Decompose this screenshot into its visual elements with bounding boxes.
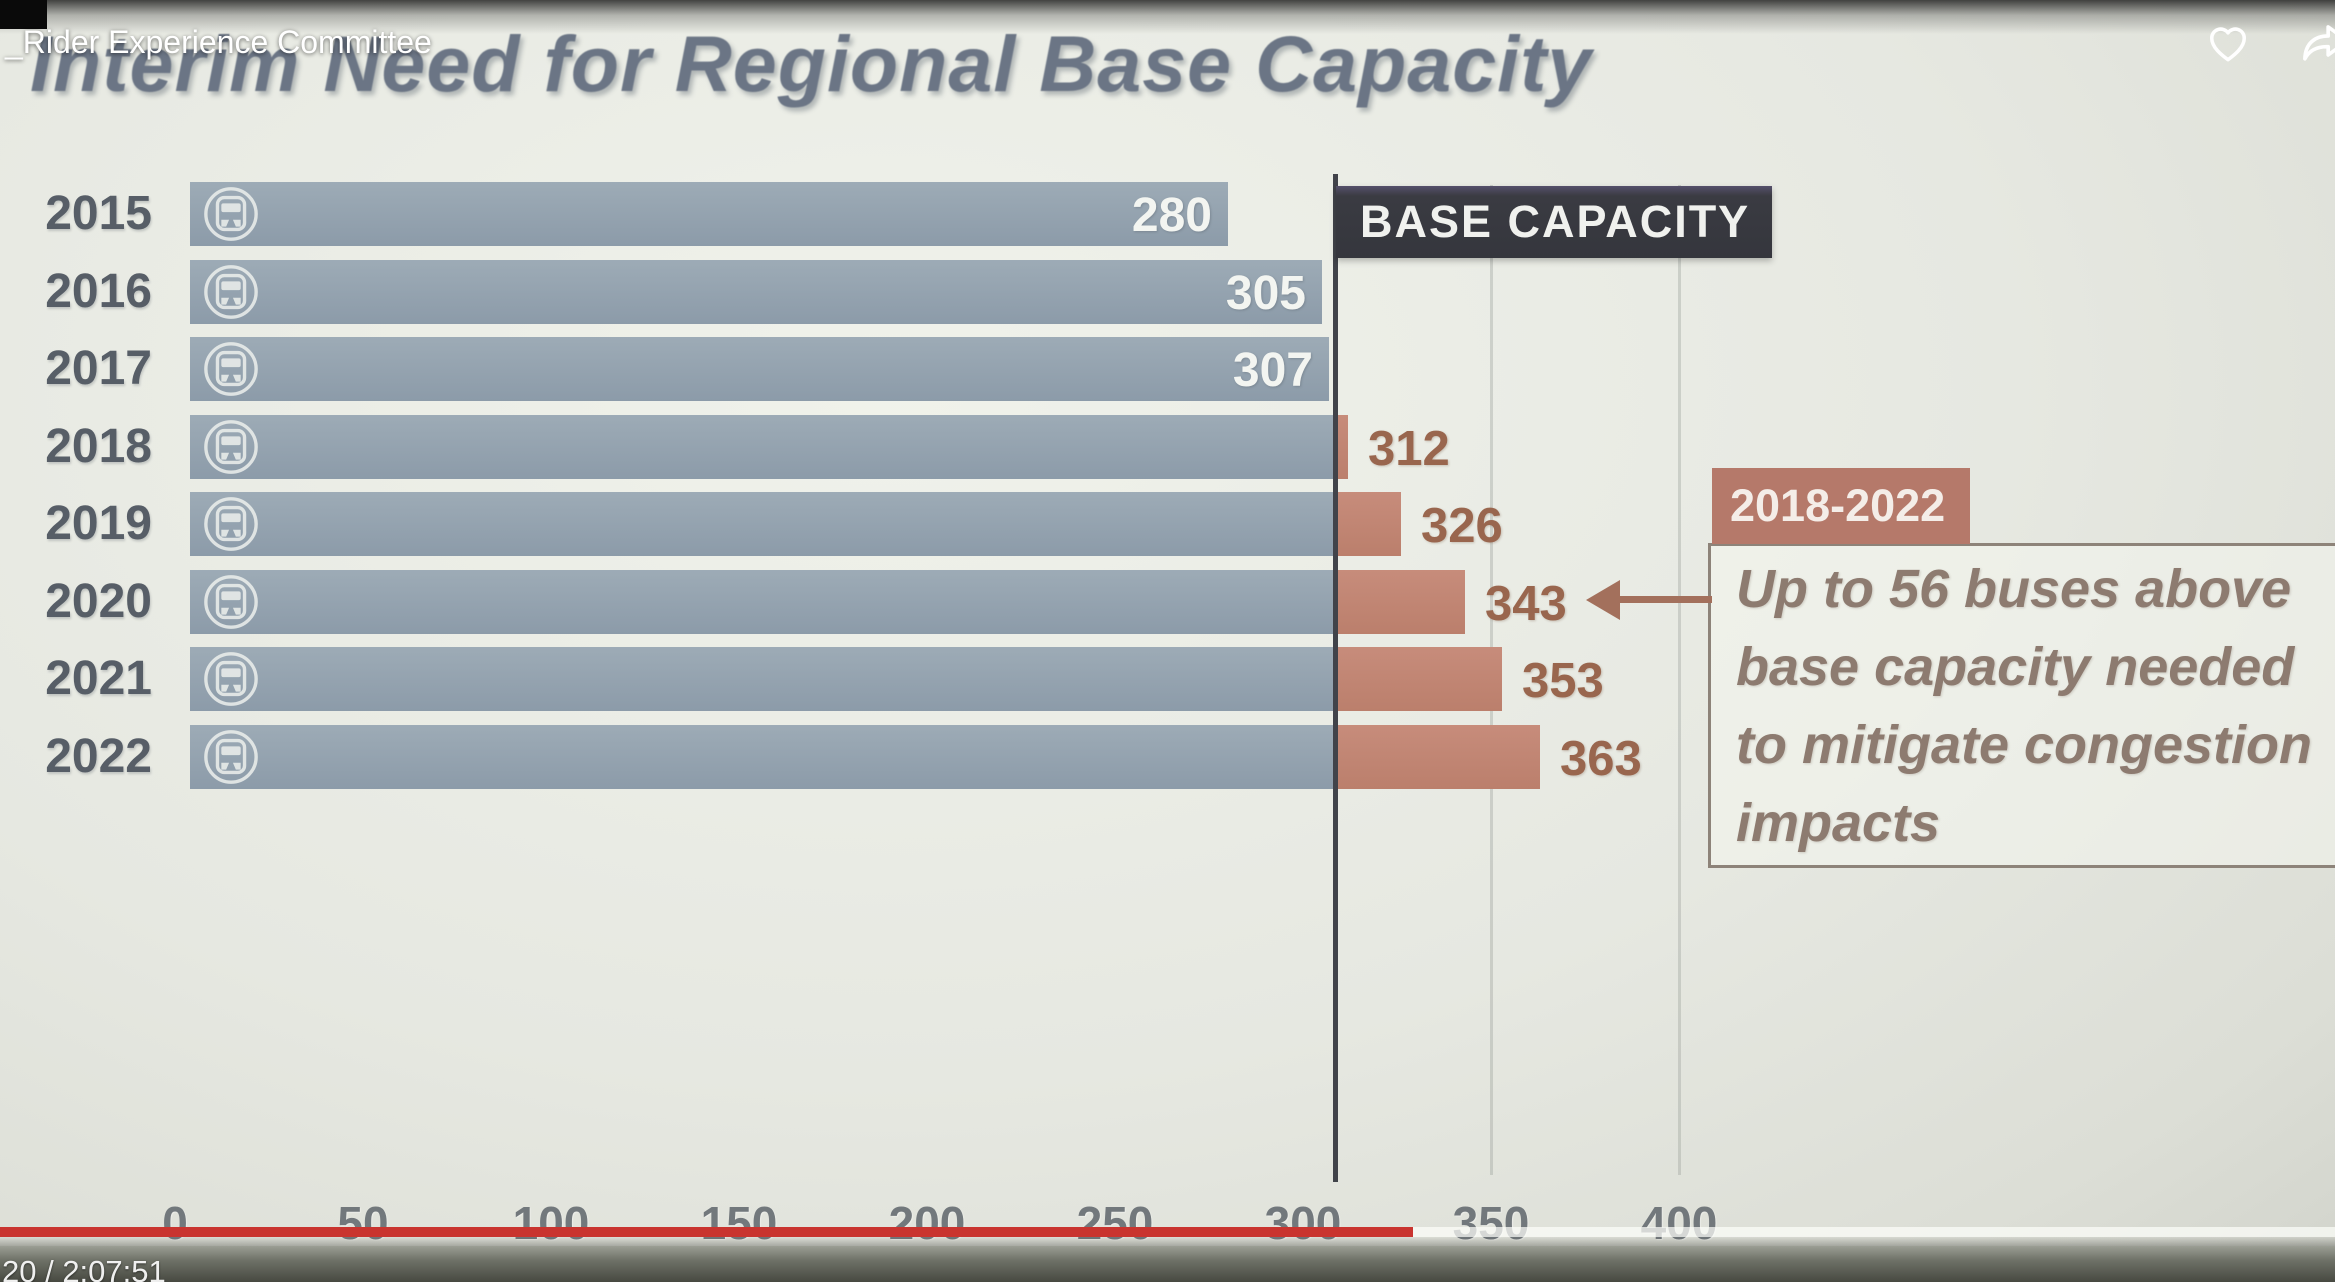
year-label: 2016 <box>45 265 152 318</box>
bar-value-label: 326 <box>1421 499 1503 553</box>
screen-edge-shadow <box>0 1236 2335 1246</box>
share-arrow-icon <box>2303 25 2335 61</box>
bar <box>190 182 1228 246</box>
screen-bottom-edge <box>0 1246 2335 1282</box>
year-label: 2022 <box>45 730 152 783</box>
bus-icon-wrap <box>202 340 260 403</box>
bar-value-label: 307 <box>1232 344 1313 397</box>
base-capacity-line <box>1333 174 1338 1182</box>
bar <box>190 492 1333 556</box>
heart-icon <box>2209 27 2247 62</box>
seekbar-played[interactable] <box>0 1227 1413 1237</box>
year-label: 2021 <box>45 652 152 705</box>
axis-tick-label: 100 <box>512 1197 590 1249</box>
callout-text-line: Up to 56 buses above <box>1736 559 2292 619</box>
year-label: 2019 <box>45 497 152 550</box>
gridline <box>1678 185 1681 1175</box>
time-display: 20 / 2:07:51 <box>2 1254 166 1282</box>
bar <box>190 415 1333 479</box>
callout-header: 2018-2022 <box>1712 468 1970 544</box>
bus-icon-wrap <box>202 263 260 326</box>
bus-icon <box>204 187 258 241</box>
bus-icon <box>204 265 258 319</box>
bar-value-label: 353 <box>1522 654 1604 708</box>
bus-icon <box>204 342 258 396</box>
callout-arrow <box>1618 596 1712 603</box>
bar-value-label: 312 <box>1368 422 1450 476</box>
letterbox-corner <box>0 0 47 29</box>
bus-icon <box>204 420 258 474</box>
bar-overflow-segment <box>1333 725 1540 789</box>
bus-icon <box>204 652 258 706</box>
year-label: 2015 <box>45 187 152 240</box>
video-title[interactable]: _Rider Experience Committee <box>5 24 432 60</box>
bar-value-label: 280 <box>1131 189 1212 242</box>
axis-tick-label: 150 <box>700 1197 778 1249</box>
callout-text-line: to mitigate congestion <box>1736 715 2313 775</box>
callout-box <box>1708 543 2335 868</box>
year-label: 2020 <box>45 575 152 628</box>
callout-text-line: base capacity needed <box>1736 637 2295 697</box>
bus-icon-wrap <box>202 728 260 791</box>
bar-value-label: 305 <box>1225 267 1306 320</box>
base-capacity-label: BASE CAPACITY <box>1336 186 1772 258</box>
bus-icon <box>204 575 258 629</box>
bar-value-label: 343 <box>1485 577 1567 631</box>
bar-value-label: 363 <box>1560 732 1642 786</box>
callout-text-line: impacts <box>1736 793 1941 853</box>
bar-overflow-segment <box>1333 492 1401 556</box>
year-label: 2018 <box>45 420 152 473</box>
bus-icon-wrap <box>202 650 260 713</box>
bar <box>190 725 1333 789</box>
bar <box>190 260 1322 324</box>
callout-arrow-head-icon <box>1586 580 1620 620</box>
year-label: 2017 <box>45 342 152 395</box>
bus-icon-wrap <box>202 185 260 248</box>
axis-tick-label: 350 <box>1452 1197 1530 1249</box>
axis-tick-label: 0 <box>162 1197 188 1249</box>
bar <box>190 570 1333 634</box>
bus-icon-wrap <box>202 573 260 636</box>
bus-icon <box>204 730 258 784</box>
heart-button[interactable] <box>2203 17 2253 67</box>
bar <box>190 337 1329 401</box>
axis-tick-label: 400 <box>1640 1197 1718 1249</box>
bar-overflow-segment <box>1333 647 1502 711</box>
bus-icon-wrap <box>202 418 260 481</box>
bus-icon-wrap <box>202 495 260 558</box>
axis-tick-label: 250 <box>1076 1197 1154 1249</box>
share-button[interactable] <box>2298 15 2335 69</box>
seekbar-track[interactable] <box>1413 1227 2335 1237</box>
axis-tick-label: 50 <box>337 1197 389 1249</box>
bus-icon <box>204 497 258 551</box>
axis-tick-label: 300 <box>1264 1197 1342 1249</box>
bar <box>190 647 1333 711</box>
bar-overflow-segment <box>1333 570 1465 634</box>
axis-tick-label: 200 <box>888 1197 966 1249</box>
